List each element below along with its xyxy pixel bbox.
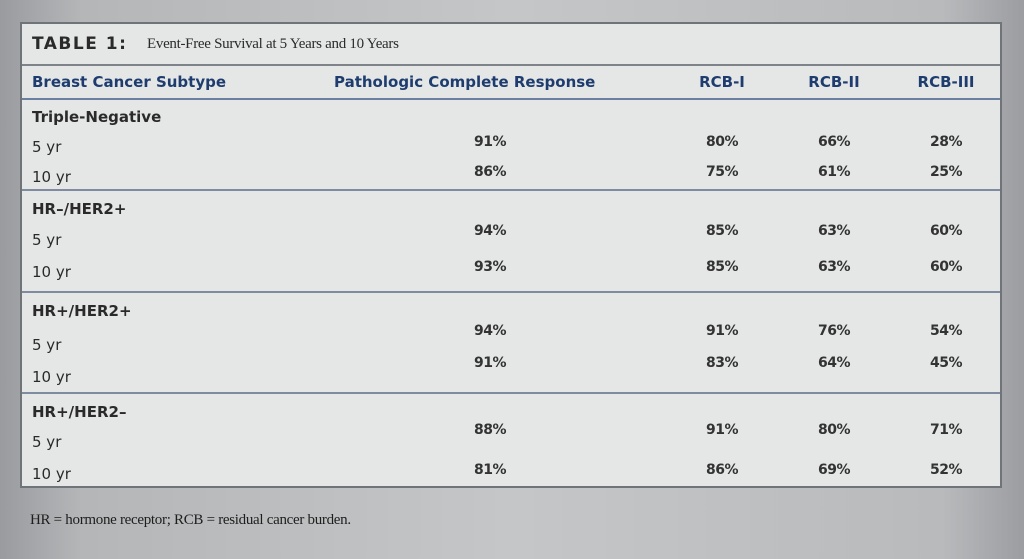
table-cell: 63% (817, 223, 851, 239)
table-cell: 93% (473, 259, 507, 275)
table-cell: 61% (817, 164, 851, 180)
table-cell: 28% (929, 134, 963, 150)
table-cell: 54% (929, 323, 963, 339)
column-header-rcb-i: RCB-I (699, 73, 745, 91)
column-header-pcr: Pathologic Complete Response (334, 73, 596, 91)
table-cell: 85% (705, 259, 739, 275)
column-header-row: Breast Cancer Subtype Pathologic Complet… (22, 64, 1000, 100)
table-cell: 66% (817, 134, 851, 150)
table-cell: 80% (705, 134, 739, 150)
group-name: HR+/HER2+ (32, 302, 132, 320)
table-cell: 91% (705, 422, 739, 438)
table-cell: 75% (705, 164, 739, 180)
table-cell: 86% (705, 462, 739, 478)
table-cell: 91% (473, 134, 507, 150)
table-cell: 63% (817, 259, 851, 275)
table-cell: 76% (817, 323, 851, 339)
survival-table: TABLE 1: Event-Free Survival at 5 Years … (20, 22, 1002, 488)
table-cell: 86% (473, 164, 507, 180)
table-cell: 81% (473, 462, 507, 478)
group-name: Triple-Negative (32, 108, 162, 126)
table-cell: 64% (817, 355, 851, 371)
table-cell: 80% (817, 422, 851, 438)
group-name: HR+/HER2– (32, 403, 127, 421)
row-label: 5 yr (32, 336, 62, 354)
column-header-rcb-ii: RCB-II (808, 73, 860, 91)
row-label: 10 yr (32, 263, 71, 281)
table-cell: 45% (929, 355, 963, 371)
table-cell: 69% (817, 462, 851, 478)
table-title: Event-Free Survival at 5 Years and 10 Ye… (147, 36, 399, 52)
table-cell: 91% (473, 355, 507, 371)
table-group: Triple-Negative 5 yr 91% 80% 66% 28% 10 yr 86% 7… (22, 100, 1000, 191)
table-cell: 83% (705, 355, 739, 371)
row-label: 10 yr (32, 465, 71, 483)
row-label: 5 yr (32, 138, 62, 156)
table-cell: 88% (473, 422, 507, 438)
table-cell: 60% (929, 223, 963, 239)
table-cell: 25% (929, 164, 963, 180)
row-label: 5 yr (32, 231, 62, 249)
table-group: HR+/HER2– 5 yr 88% 91% 80% 71% 10 yr 81% 86% 69% 5… (22, 394, 1000, 488)
table-cell: 60% (929, 259, 963, 275)
table-cell: 71% (929, 422, 963, 438)
table-cell: 52% (929, 462, 963, 478)
column-header-subtype: Breast Cancer Subtype (32, 73, 227, 91)
row-label: 10 yr (32, 168, 71, 186)
column-header-rcb-iii: RCB-III (917, 73, 975, 91)
table-title-row: TABLE 1: Event-Free Survival at 5 Years … (22, 24, 1000, 66)
table-group: HR–/HER2+ 5 yr 94% 85% 63% 60% 10 yr 93% 85% 63% 6… (22, 191, 1000, 293)
table-label: TABLE 1: (32, 34, 128, 54)
table-cell: 94% (473, 223, 507, 239)
row-label: 5 yr (32, 433, 62, 451)
table-cell: 94% (473, 323, 507, 339)
table-group: HR+/HER2+ 5 yr 94% 91% 76% 54% 10 yr 91% 83% 64% 4… (22, 293, 1000, 394)
row-label: 10 yr (32, 368, 71, 386)
table-cell: 85% (705, 223, 739, 239)
footnote: HR = hormone receptor; RCB = residual ca… (30, 512, 351, 528)
table-cell: 91% (705, 323, 739, 339)
group-name: HR–/HER2+ (32, 200, 127, 218)
